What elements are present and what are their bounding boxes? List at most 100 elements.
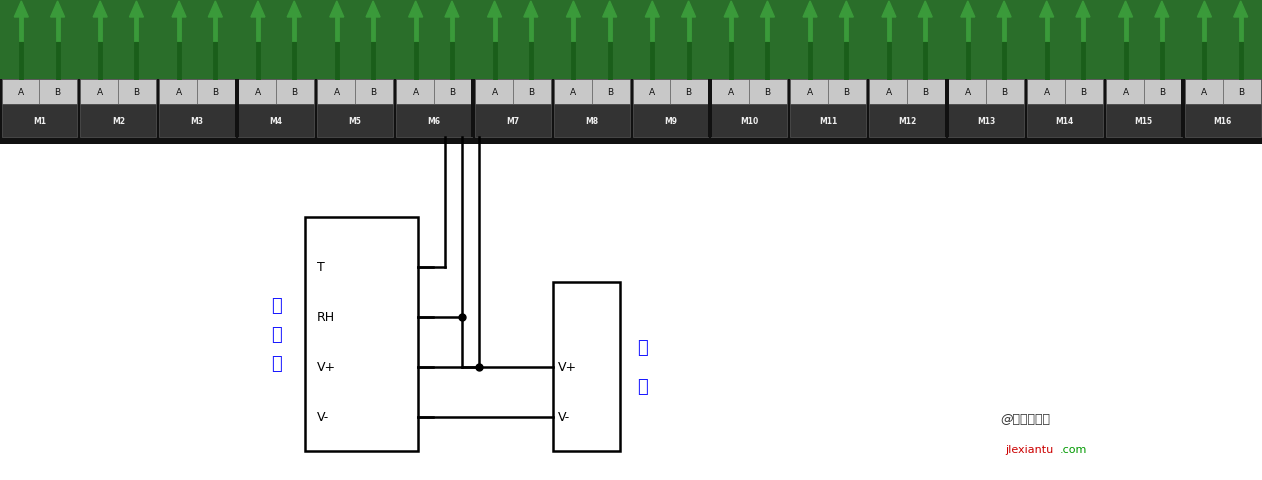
Text: B: B xyxy=(292,88,298,97)
Text: B: B xyxy=(1238,88,1244,97)
Polygon shape xyxy=(803,2,817,18)
Text: 传
感
器: 传 感 器 xyxy=(271,296,283,372)
Bar xyxy=(948,105,1023,138)
Bar xyxy=(317,105,392,138)
Polygon shape xyxy=(93,2,107,18)
Polygon shape xyxy=(724,2,738,18)
Bar xyxy=(81,80,156,105)
Bar xyxy=(708,80,712,138)
Polygon shape xyxy=(997,2,1011,18)
Polygon shape xyxy=(487,2,501,18)
Text: M3: M3 xyxy=(191,117,203,126)
Polygon shape xyxy=(681,2,695,18)
Bar xyxy=(239,80,314,105)
Text: A: A xyxy=(570,88,577,97)
Text: A: A xyxy=(728,88,734,97)
Polygon shape xyxy=(130,2,144,18)
Bar xyxy=(159,80,235,105)
Text: A: A xyxy=(491,88,497,97)
Text: M14: M14 xyxy=(1056,117,1074,126)
Text: B: B xyxy=(607,88,613,97)
Bar xyxy=(1185,80,1261,105)
Text: V-: V- xyxy=(558,411,570,424)
Bar xyxy=(1181,80,1185,138)
Text: B: B xyxy=(923,88,929,97)
Bar xyxy=(475,80,550,105)
Polygon shape xyxy=(366,2,380,18)
Text: A: A xyxy=(1201,88,1208,97)
Bar xyxy=(870,80,945,105)
Polygon shape xyxy=(567,2,581,18)
Polygon shape xyxy=(50,2,64,18)
Bar xyxy=(790,105,866,138)
Text: M12: M12 xyxy=(899,117,916,126)
Bar xyxy=(396,105,472,138)
Text: M2: M2 xyxy=(112,117,125,126)
Bar xyxy=(712,80,787,105)
Bar xyxy=(712,105,787,138)
Text: M10: M10 xyxy=(741,117,758,126)
Text: B: B xyxy=(134,88,140,97)
Text: B: B xyxy=(528,88,534,97)
Polygon shape xyxy=(1198,2,1212,18)
Bar xyxy=(1,80,77,105)
Text: M5: M5 xyxy=(348,117,361,126)
Bar xyxy=(948,80,1023,105)
Polygon shape xyxy=(409,2,423,18)
Text: A: A xyxy=(255,88,261,97)
Polygon shape xyxy=(1234,2,1248,18)
Text: RH: RH xyxy=(317,311,336,324)
Text: A: A xyxy=(1122,88,1128,97)
Text: A: A xyxy=(333,88,339,97)
Text: B: B xyxy=(765,88,771,97)
Text: A: A xyxy=(806,88,813,97)
Bar xyxy=(0,0,1262,80)
Text: M9: M9 xyxy=(664,117,676,126)
Bar xyxy=(554,105,630,138)
Text: T: T xyxy=(317,261,324,274)
Text: A: A xyxy=(964,88,970,97)
Text: A: A xyxy=(413,88,419,97)
Text: M11: M11 xyxy=(819,117,837,126)
Text: B: B xyxy=(449,88,456,97)
Bar xyxy=(632,80,708,105)
Bar xyxy=(1106,105,1181,138)
Text: jIexiantu: jIexiantu xyxy=(1005,444,1054,454)
Text: A: A xyxy=(1044,88,1050,97)
Polygon shape xyxy=(603,2,617,18)
Bar xyxy=(475,105,550,138)
Text: A: A xyxy=(97,88,103,97)
Text: V+: V+ xyxy=(558,361,577,374)
Bar xyxy=(0,0,1262,144)
Polygon shape xyxy=(524,2,538,18)
Polygon shape xyxy=(172,2,186,18)
Text: M6: M6 xyxy=(428,117,440,126)
Text: V-: V- xyxy=(317,411,329,424)
Bar xyxy=(1027,105,1103,138)
Bar xyxy=(305,217,418,451)
Text: M15: M15 xyxy=(1135,117,1152,126)
Bar xyxy=(553,282,620,451)
Text: @弱电智能网: @弱电智能网 xyxy=(1000,413,1050,426)
Text: B: B xyxy=(1080,88,1087,97)
Text: A: A xyxy=(886,88,892,97)
Text: B: B xyxy=(54,88,61,97)
Polygon shape xyxy=(14,2,28,18)
Text: B: B xyxy=(685,88,692,97)
Polygon shape xyxy=(1118,2,1132,18)
Text: A: A xyxy=(18,88,24,97)
Polygon shape xyxy=(288,2,302,18)
Bar xyxy=(632,105,708,138)
Polygon shape xyxy=(645,2,659,18)
Polygon shape xyxy=(251,2,265,18)
Polygon shape xyxy=(960,2,974,18)
Text: 电
源: 电 源 xyxy=(636,338,647,395)
Polygon shape xyxy=(1076,2,1090,18)
Polygon shape xyxy=(1040,2,1054,18)
Bar xyxy=(1,105,77,138)
Polygon shape xyxy=(208,2,222,18)
Text: A: A xyxy=(649,88,655,97)
Bar xyxy=(317,80,392,105)
Text: B: B xyxy=(212,88,218,97)
Bar xyxy=(1106,80,1181,105)
